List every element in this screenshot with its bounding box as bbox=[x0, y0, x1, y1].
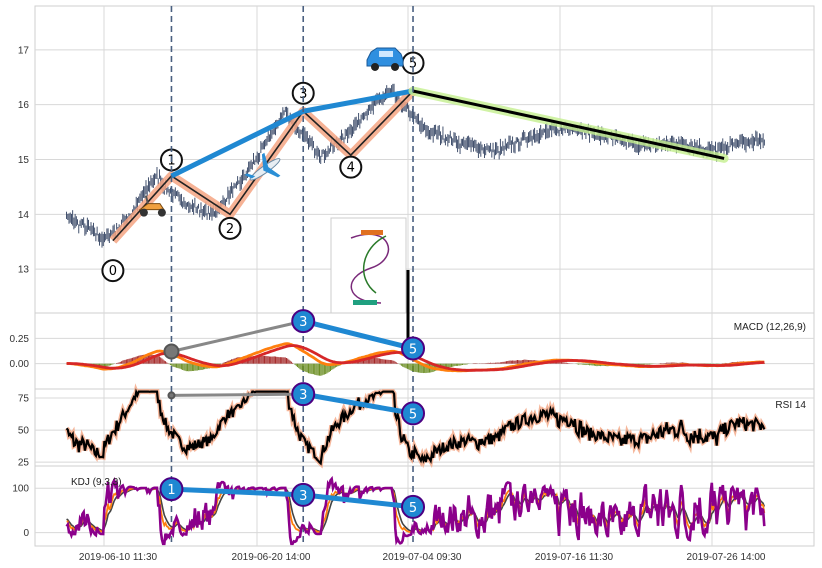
macd-panel-label: MACD (12,26,9) bbox=[734, 322, 806, 333]
y-tick-label: 13 bbox=[18, 265, 30, 276]
rollercoaster-car bbox=[353, 300, 377, 305]
scooter-body bbox=[138, 203, 165, 211]
airplane-tail bbox=[244, 173, 256, 179]
x-tick-label: 2019-07-16 11:30 bbox=[535, 552, 614, 563]
divergence-marker-label: 5 bbox=[409, 501, 417, 516]
rollercoaster-icon bbox=[330, 217, 407, 314]
rsi-line bbox=[65, 388, 766, 466]
y-tick-label: 25 bbox=[18, 458, 30, 469]
wave-label-circle bbox=[339, 155, 363, 179]
scooter-icon bbox=[138, 195, 166, 217]
car-wheel bbox=[371, 62, 380, 71]
rollercoaster-car bbox=[361, 230, 383, 235]
y-tick-label: 0.25 bbox=[10, 334, 30, 345]
divergence-line-grey bbox=[171, 392, 304, 397]
divergence-line bbox=[302, 318, 414, 351]
divergence-marker-circle bbox=[291, 309, 316, 334]
y-tick-label: 17 bbox=[18, 45, 30, 56]
y-tick-label: 15 bbox=[18, 155, 30, 166]
scooter-wheel bbox=[157, 208, 166, 217]
wave-label-circle bbox=[101, 259, 125, 283]
divergence-marker-circle bbox=[159, 477, 184, 502]
wave-label: 2 bbox=[226, 222, 234, 237]
scooter-handle bbox=[144, 195, 149, 204]
divergence-line-grey bbox=[171, 319, 304, 353]
scooter-wheel bbox=[139, 208, 148, 217]
rollercoaster-track bbox=[350, 233, 390, 304]
y-tick-label: 100 bbox=[12, 484, 29, 495]
divergence-marker-label: 3 bbox=[299, 315, 307, 330]
divergence-line bbox=[302, 492, 414, 510]
rsi-panel-label: RSI 14 bbox=[775, 400, 806, 411]
divergence-start-marker bbox=[167, 391, 176, 400]
kdj-panel-label: KDJ (9,3,3) bbox=[71, 477, 122, 488]
divergence-marker-label: 5 bbox=[409, 407, 417, 422]
y-tick-label: 75 bbox=[18, 393, 30, 404]
wave-label-circle bbox=[291, 81, 315, 105]
y-tick-label: 0 bbox=[23, 528, 29, 539]
divergence-start-marker bbox=[163, 343, 180, 360]
divergence-line bbox=[302, 391, 414, 416]
rollercoaster-track bbox=[362, 235, 387, 294]
trend-line bbox=[412, 89, 725, 160]
kdj-j-line bbox=[65, 475, 766, 546]
divergence-marker-label: 3 bbox=[299, 489, 307, 504]
car-window bbox=[379, 50, 394, 57]
x-tick-label: 2019-06-20 14:00 bbox=[232, 552, 311, 563]
wave-label-circle bbox=[218, 216, 242, 240]
divergence-marker-circle bbox=[401, 494, 426, 519]
car-icon bbox=[366, 47, 404, 71]
divergence-line bbox=[171, 486, 304, 498]
divergence-marker-label: 5 bbox=[409, 342, 417, 357]
divergence-marker-circle bbox=[291, 382, 316, 407]
wave-label: 5 bbox=[409, 56, 417, 71]
divergence-marker-circle bbox=[401, 336, 426, 361]
y-tick-label: 16 bbox=[18, 100, 30, 111]
y-tick-label: 0.00 bbox=[10, 359, 30, 370]
airplane-icon bbox=[244, 152, 281, 181]
y-tick-label: 50 bbox=[18, 426, 30, 437]
y-tick-label: 14 bbox=[18, 210, 30, 221]
wave-label: 0 bbox=[109, 264, 117, 279]
x-tick-label: 2019-07-04 09:30 bbox=[383, 552, 462, 563]
divergence-marker-label: 3 bbox=[299, 388, 307, 403]
car-wheel bbox=[391, 62, 400, 71]
divergence-marker-label: 1 bbox=[167, 483, 175, 498]
divergence-marker-circle bbox=[401, 401, 426, 426]
x-tick-label: 2019-06-10 11:30 bbox=[79, 552, 158, 563]
airplane-wing bbox=[261, 152, 281, 178]
wave-label: 4 bbox=[347, 161, 355, 176]
x-tick-label: 2019-07-26 14:00 bbox=[687, 552, 766, 563]
wave-label: 3 bbox=[299, 87, 307, 102]
divergence-marker-circle bbox=[291, 482, 316, 507]
